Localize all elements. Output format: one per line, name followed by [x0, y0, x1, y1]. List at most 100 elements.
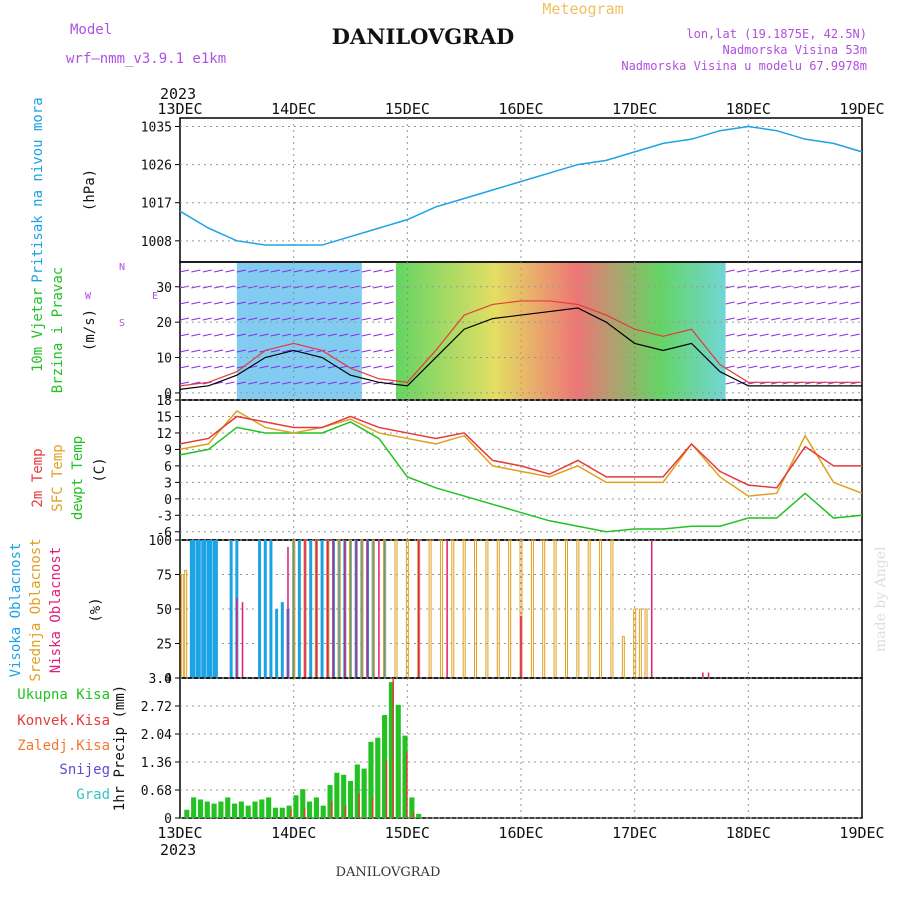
wind-barb — [316, 381, 326, 385]
wind-barb — [350, 269, 360, 273]
y-tick-label-2: 3 — [164, 476, 172, 491]
wind-barb — [725, 269, 735, 273]
wind-barb — [793, 349, 803, 353]
cloud-bar-low — [327, 540, 329, 678]
wind-barb — [270, 381, 281, 385]
wind-barb — [213, 301, 224, 305]
wind-barb — [782, 349, 792, 353]
wind-barb — [339, 301, 349, 305]
wind-barb — [327, 269, 337, 273]
wind-barb — [202, 333, 212, 337]
cloud-bar-high — [320, 540, 324, 678]
precip-convective-bar — [385, 760, 388, 818]
elevation-label: Nadmorska Visina 53m — [723, 43, 868, 57]
wind-barb — [782, 333, 792, 337]
cloud-bar-low — [344, 540, 346, 678]
wind-barb — [793, 317, 803, 321]
precip-total-bar — [211, 803, 217, 818]
wind-barb — [350, 381, 360, 385]
meteogram-label: Meteogram — [542, 0, 623, 18]
y-tick-label-2: 6 — [164, 460, 172, 475]
x-tick-top-label: 16DEC — [498, 100, 543, 118]
wind-barb — [805, 317, 815, 321]
wind-barb — [793, 301, 803, 305]
wind-barb — [259, 317, 269, 321]
wind-barb — [839, 349, 849, 353]
precip-total-bar — [225, 797, 231, 818]
wind-barb — [282, 317, 292, 321]
cloud-bar-high — [383, 540, 387, 678]
precip-total-bar — [409, 797, 415, 818]
panels: 13DEC 13DEC 14DEC 14DEC 15DEC 15DEC 16DEC 16DEC… — [8, 97, 885, 842]
wind-barb — [827, 349, 838, 353]
wind-barb — [759, 301, 769, 305]
wind-barb — [748, 269, 758, 273]
y-tick-label-4: 1.36 — [141, 756, 172, 771]
wind-barb — [248, 317, 258, 321]
cloud-bar-low — [355, 540, 357, 678]
compass-w: W — [85, 291, 92, 302]
wind-barb — [736, 269, 747, 273]
cloud-bar-mid — [638, 608, 642, 679]
precip-total-bar — [361, 768, 367, 818]
wind-barb — [293, 269, 303, 273]
x-tick-bottom-label: 15DEC — [385, 824, 430, 842]
wind-barb — [850, 365, 860, 369]
precip-convective-bar — [392, 678, 394, 818]
legend-hail: Grad — [76, 787, 110, 803]
cloud-bar-high — [292, 540, 296, 678]
cloud-bar-high — [201, 540, 205, 678]
wind-barb — [213, 365, 224, 369]
cloud-bar-high — [371, 540, 375, 678]
wind-barb — [748, 285, 758, 289]
cloud-axis-label-mid: Srednja Oblacnost — [28, 538, 44, 681]
precip-convective-bar — [303, 807, 306, 818]
precip-total-bar — [341, 774, 347, 818]
wind-barb — [213, 317, 224, 321]
wind-barb — [748, 349, 758, 353]
wind-barb — [350, 301, 360, 305]
wind-barb — [805, 365, 815, 369]
wind-barb — [816, 333, 826, 337]
wind-barb — [384, 349, 394, 353]
wind-barb — [816, 301, 826, 305]
wind-barb — [748, 365, 758, 369]
y-tick-label-4: 0.68 — [141, 784, 172, 799]
wind-barb — [384, 333, 394, 337]
cloud-bar-mid — [508, 539, 512, 679]
x-tick-top-label: 17DEC — [612, 100, 657, 118]
wind-barb — [839, 333, 849, 337]
precip-total-bar — [245, 805, 251, 818]
wind-barb — [248, 381, 258, 385]
wind-barb — [770, 333, 781, 337]
wind-barb — [759, 365, 769, 369]
cloud-bar-low — [378, 540, 380, 678]
cloud-bar-mid — [439, 539, 443, 679]
wind-barb — [316, 365, 326, 369]
wind-barb — [213, 269, 224, 273]
y-tick-label-3: 75 — [156, 569, 172, 584]
wind-barb — [191, 301, 201, 305]
wind-barb — [327, 333, 337, 337]
temp-axis-label-sfc: SFC Temp — [50, 444, 66, 511]
credit-label: made by Angel — [873, 546, 889, 652]
wind-barb — [304, 349, 315, 353]
temp-axis-label-2m: 2m Temp — [30, 448, 46, 507]
wind-barb — [259, 381, 269, 385]
cloud-bar-high — [349, 540, 352, 678]
model-value: wrf—nmm_v3.9.1 e1km — [66, 51, 226, 67]
wind-barb — [282, 301, 292, 305]
wind-barb — [225, 317, 235, 321]
x-tick-top-label: 13DEC — [157, 100, 202, 118]
cloud-bar-high — [269, 540, 273, 678]
y-tick-label-1: 30 — [156, 281, 172, 296]
cloud-bar-low — [702, 672, 704, 678]
y-tick-label-2: 15 — [156, 410, 172, 425]
precip-total-bar — [395, 704, 401, 818]
wind-barb — [782, 269, 792, 273]
wind-barb — [259, 301, 269, 305]
cloud-bar-low — [236, 597, 238, 678]
wind-barb — [202, 301, 212, 305]
wind-barb — [770, 301, 781, 305]
wind-barb — [270, 365, 281, 369]
